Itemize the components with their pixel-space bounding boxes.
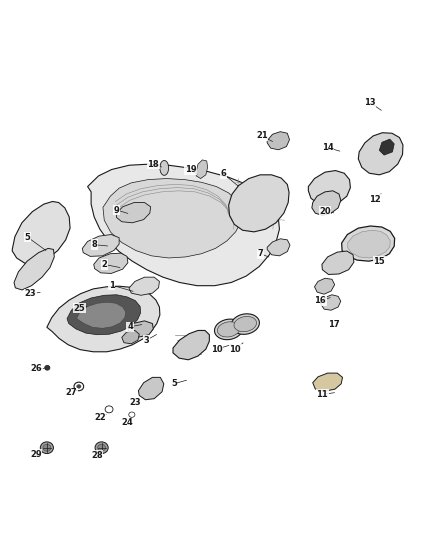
Text: 11: 11: [317, 390, 328, 399]
Text: 28: 28: [91, 451, 102, 459]
Text: 27: 27: [66, 389, 77, 397]
Text: 17: 17: [328, 320, 339, 328]
Ellipse shape: [43, 444, 51, 451]
Text: 24: 24: [122, 418, 133, 427]
Text: 13: 13: [364, 98, 375, 107]
Polygon shape: [88, 164, 279, 286]
Polygon shape: [321, 295, 341, 310]
Ellipse shape: [95, 442, 108, 454]
Ellipse shape: [85, 302, 95, 310]
Text: 15: 15: [374, 257, 385, 265]
Text: 16: 16: [314, 296, 326, 305]
Text: 10: 10: [211, 345, 223, 353]
Text: 23: 23: [129, 398, 141, 407]
Polygon shape: [313, 373, 343, 391]
Text: 5: 5: [171, 379, 177, 388]
Ellipse shape: [217, 322, 240, 337]
Polygon shape: [348, 230, 390, 258]
Polygon shape: [117, 203, 151, 223]
Text: 4: 4: [127, 322, 133, 331]
Polygon shape: [308, 171, 350, 205]
Polygon shape: [267, 132, 290, 150]
Polygon shape: [342, 226, 395, 261]
Polygon shape: [173, 330, 209, 360]
Text: 7: 7: [257, 249, 263, 258]
Text: 1: 1: [109, 281, 115, 289]
Polygon shape: [129, 277, 159, 295]
Polygon shape: [12, 201, 70, 264]
Text: 9: 9: [114, 206, 120, 214]
Ellipse shape: [231, 314, 259, 334]
Polygon shape: [47, 286, 160, 352]
Polygon shape: [128, 321, 153, 337]
Polygon shape: [322, 251, 354, 274]
Polygon shape: [77, 302, 126, 328]
Polygon shape: [312, 191, 341, 215]
Polygon shape: [229, 175, 289, 232]
Text: 26: 26: [31, 365, 42, 373]
Text: 18: 18: [148, 160, 159, 168]
Polygon shape: [94, 253, 128, 273]
Ellipse shape: [45, 366, 50, 370]
Ellipse shape: [77, 385, 81, 388]
Text: 5: 5: [25, 233, 31, 241]
Ellipse shape: [234, 317, 257, 332]
Polygon shape: [314, 278, 335, 294]
Text: 23: 23: [25, 289, 36, 298]
Polygon shape: [379, 139, 394, 155]
Polygon shape: [122, 330, 139, 344]
Polygon shape: [82, 235, 119, 256]
Polygon shape: [138, 377, 164, 400]
Text: 21: 21: [256, 132, 268, 140]
Polygon shape: [196, 160, 208, 179]
Ellipse shape: [40, 442, 53, 454]
Ellipse shape: [98, 444, 106, 451]
Text: 14: 14: [322, 143, 333, 152]
Text: 20: 20: [319, 207, 331, 216]
Text: 2: 2: [101, 260, 107, 269]
Text: 12: 12: [369, 195, 380, 204]
Polygon shape: [14, 248, 54, 290]
Polygon shape: [103, 179, 242, 258]
Text: 10: 10: [230, 345, 241, 353]
Text: 6: 6: [220, 169, 226, 178]
Ellipse shape: [160, 160, 169, 175]
Polygon shape: [67, 295, 141, 335]
Polygon shape: [267, 239, 290, 256]
Text: 8: 8: [91, 240, 97, 249]
Ellipse shape: [215, 319, 243, 340]
Text: 25: 25: [74, 304, 85, 312]
Text: 3: 3: [144, 336, 150, 344]
Text: 29: 29: [30, 450, 42, 458]
Text: 19: 19: [185, 165, 196, 174]
Text: 22: 22: [94, 413, 106, 422]
Polygon shape: [358, 133, 403, 175]
